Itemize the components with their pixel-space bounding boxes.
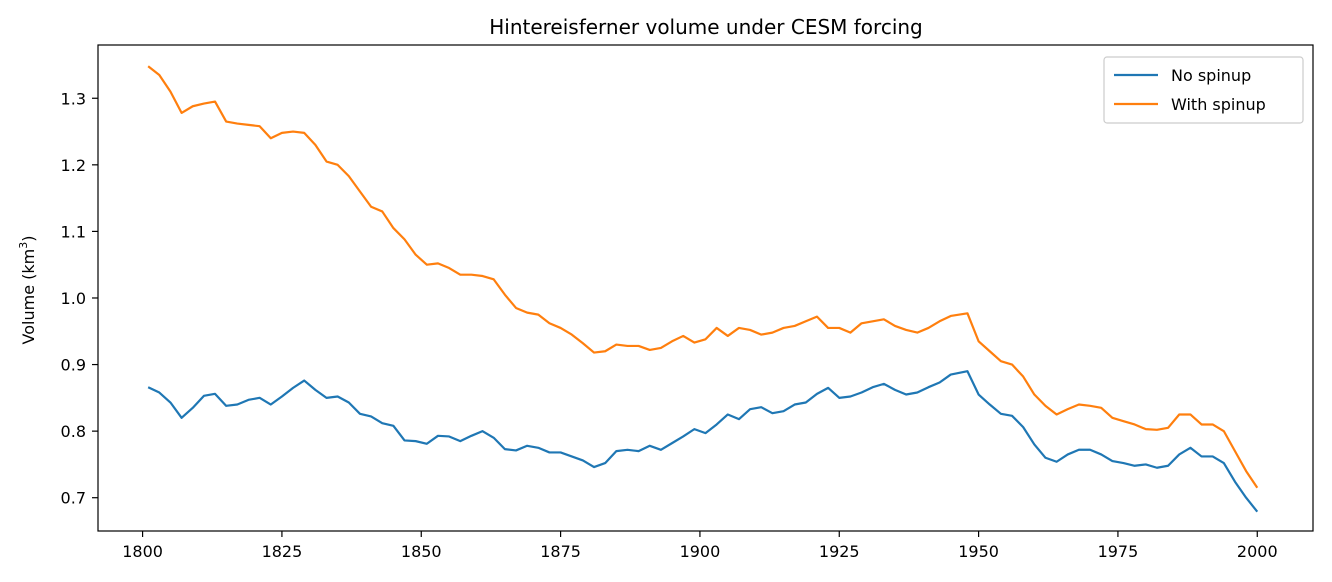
x-tick-label-2: 1850 bbox=[401, 542, 442, 561]
x-tick-label-0: 1800 bbox=[122, 542, 163, 561]
legend-label-0: No spinup bbox=[1171, 66, 1251, 85]
x-tick-label-7: 1975 bbox=[1098, 542, 1139, 561]
x-tick-label-6: 1950 bbox=[958, 542, 999, 561]
x-tick-label-5: 1925 bbox=[819, 542, 860, 561]
y-tick-label-4: 1.1 bbox=[61, 222, 86, 241]
legend: No spinup With spinup bbox=[1103, 56, 1304, 124]
y-tick-label-1: 0.8 bbox=[61, 422, 86, 441]
y-tick-label-2: 0.9 bbox=[61, 356, 86, 375]
series-line-1 bbox=[147, 65, 1259, 489]
y-tick-label-0: 0.7 bbox=[61, 489, 86, 508]
x-tick-label-4: 1900 bbox=[680, 542, 721, 561]
y-tick-label-3: 1.0 bbox=[61, 289, 86, 308]
y-axis-label-main: Volume (km bbox=[19, 249, 38, 345]
y-tick-label-5: 1.2 bbox=[61, 156, 86, 175]
x-axis: 1800 1825 1850 1875 1900 1925 1950 1975 2000 bbox=[122, 531, 1278, 561]
chart-title: Hintereisferner volume under CESM forcin… bbox=[489, 15, 923, 39]
y-axis-label-superscript: 3 bbox=[17, 242, 30, 249]
legend-box bbox=[1103, 56, 1304, 124]
y-axis-label-suffix: ) bbox=[19, 236, 38, 242]
y-tick-label-6: 1.3 bbox=[61, 89, 86, 108]
x-tick-label-3: 1875 bbox=[540, 542, 581, 561]
plot-area bbox=[147, 65, 1259, 513]
y-axis-label: Volume (km3) bbox=[17, 236, 38, 345]
legend-label-1: With spinup bbox=[1171, 95, 1266, 114]
x-tick-label-1: 1825 bbox=[262, 542, 303, 561]
series-line-0 bbox=[147, 370, 1259, 513]
x-tick-label-8: 2000 bbox=[1237, 542, 1278, 561]
plot-frame bbox=[97, 44, 1314, 532]
y-axis: 0.7 0.8 0.9 1.0 1.1 1.2 1.3 bbox=[61, 89, 98, 508]
